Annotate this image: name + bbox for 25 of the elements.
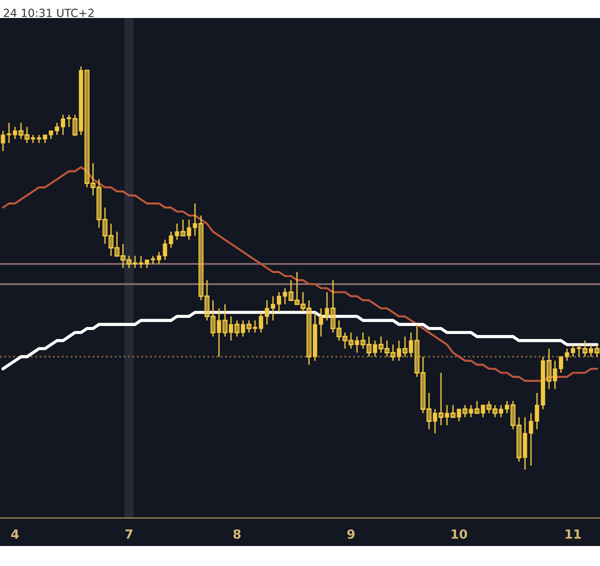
candlestick [0,130,6,152]
candlestick [168,231,174,248]
candlestick [54,122,60,136]
candlestick [270,296,276,322]
candlestick [258,312,264,334]
chart-title: 24 10:31 UTC+2 [4,8,94,18]
candlestick [6,122,12,144]
candlestick [138,255,144,269]
x-tick-label: 10 [452,529,468,539]
candlestick [162,239,168,261]
x-tick-label: 9 [347,529,355,539]
x-tick-label: 7 [125,529,132,539]
candlestick [564,348,570,362]
x-tick-label: 8 [233,529,241,539]
candlestick [534,392,540,430]
candlestick [156,251,162,265]
candlestick [60,114,66,136]
candlestick [570,344,576,358]
x-tick-label: 4 [11,529,19,539]
candlestick [276,292,282,313]
candlestick [264,300,270,326]
candlestick [528,412,534,466]
x-tick-label: 11 [566,529,581,539]
candlestick [558,356,564,374]
candlestick [318,308,324,338]
